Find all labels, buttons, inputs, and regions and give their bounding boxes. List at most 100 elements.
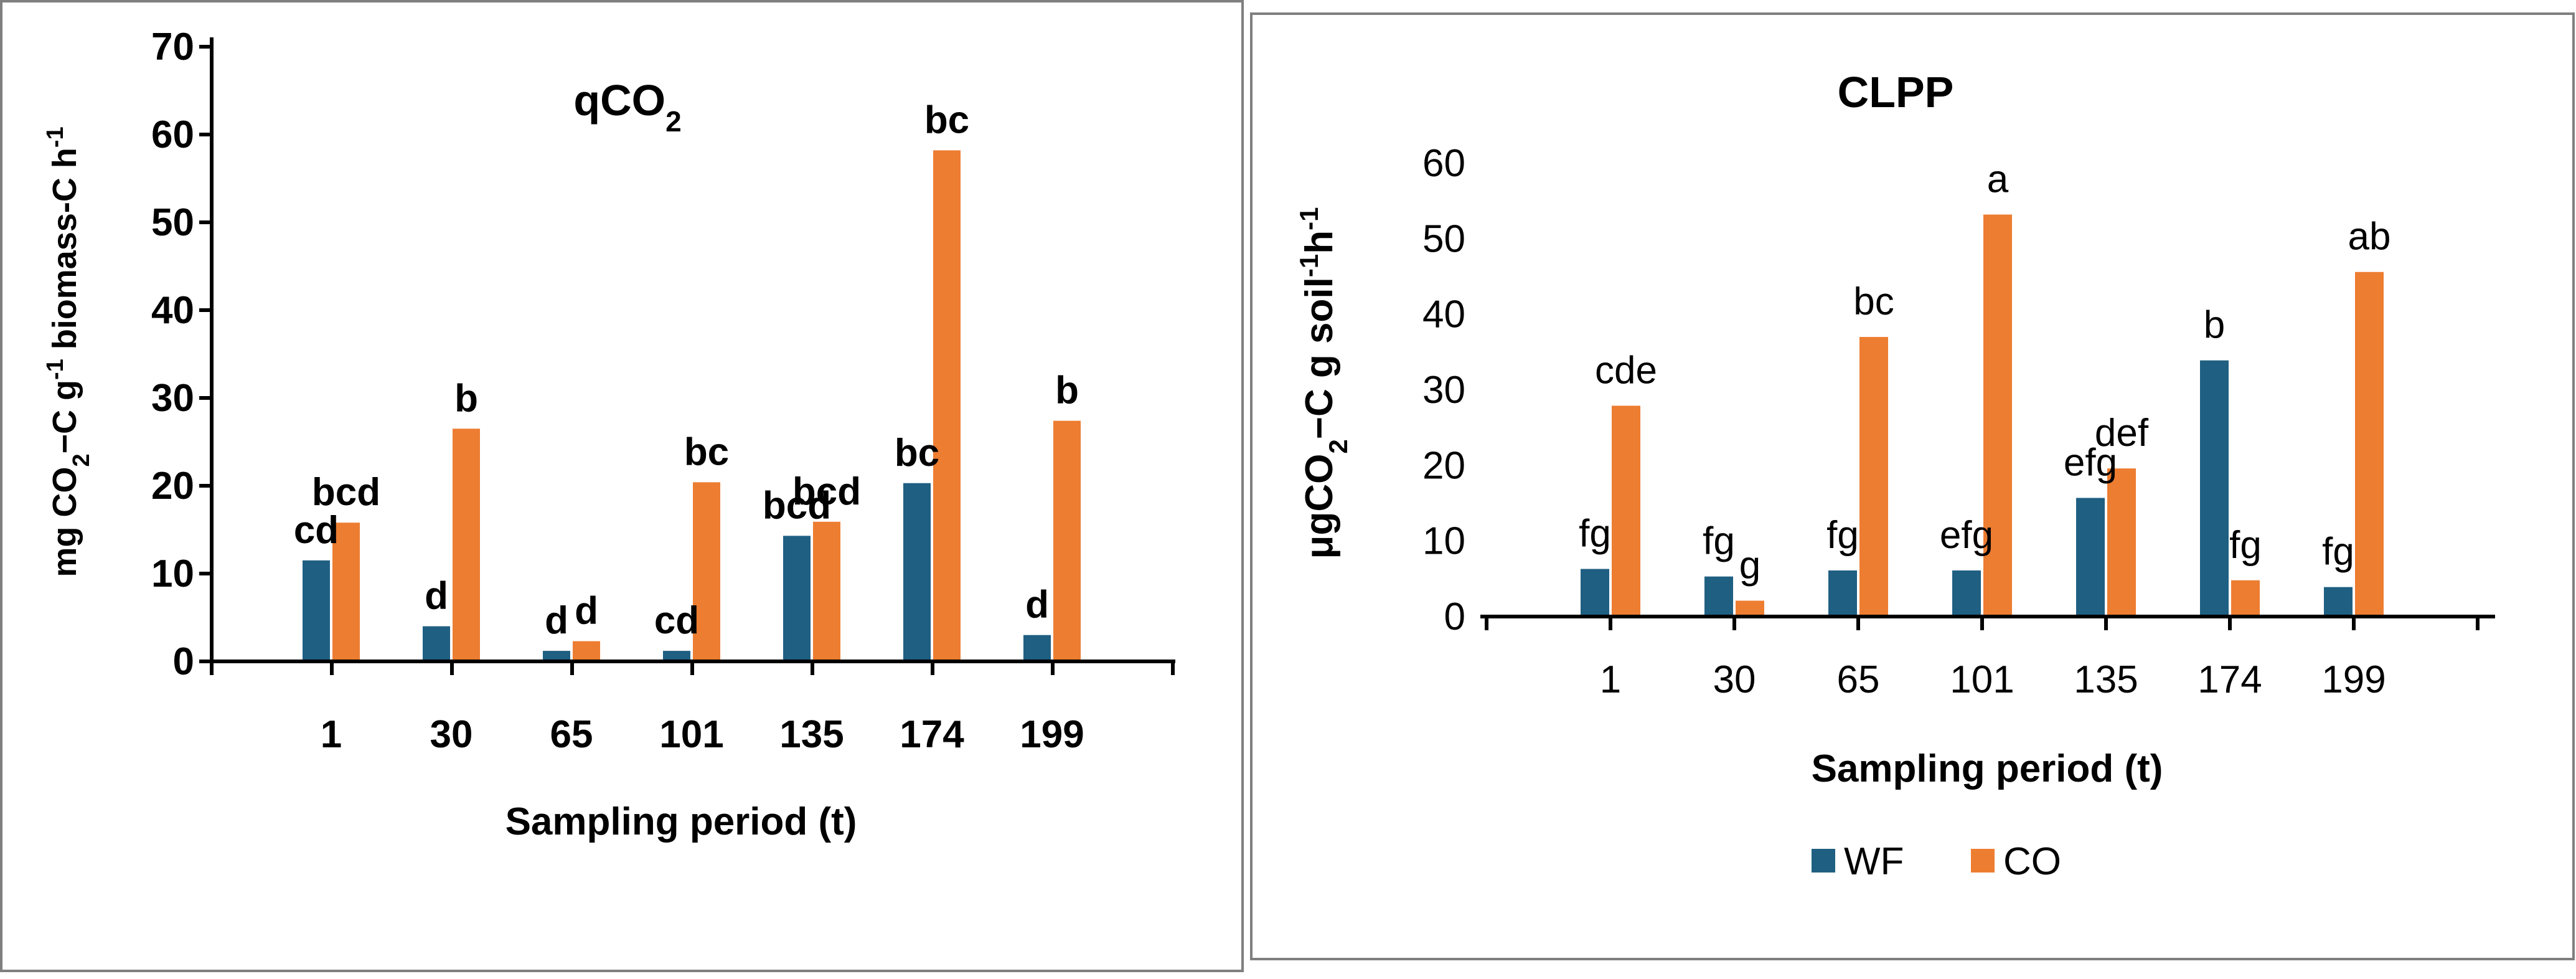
bar-wf-65: [1828, 570, 1857, 617]
letter-label-co-1: bcd: [312, 471, 380, 514]
bar-co-65: [1859, 337, 1888, 617]
qco2-y-axis-title: mg CO2−C g-1 biomass-C h-1: [42, 126, 95, 577]
letter-label-co-30: g: [1739, 544, 1760, 587]
x-tick-label: 174: [900, 713, 964, 756]
left-panel-border: [0, 0, 1244, 972]
letter-label-wf-30: fg: [1703, 520, 1735, 563]
y-tick-label: 40: [151, 289, 194, 332]
bar-co-1: [1612, 405, 1640, 617]
bar-wf-101: [663, 651, 690, 661]
x-tick-label: 65: [1837, 658, 1880, 701]
letter-label-wf-1: fg: [1579, 513, 1611, 556]
bar-co-30: [1736, 600, 1764, 617]
x-tick-label: 101: [659, 713, 723, 756]
bar-co-30: [453, 428, 480, 661]
letter-label-co-65: bc: [1853, 280, 1894, 323]
x-tick-label: 30: [430, 713, 473, 756]
y-tick-label: 10: [151, 552, 194, 595]
x-tick-label: 1: [321, 713, 342, 756]
y-tick-label: 0: [173, 640, 194, 683]
bar-co-174: [933, 150, 961, 661]
clpp-title: CLPP: [1838, 68, 1954, 116]
letter-label-wf-1: cd: [294, 509, 339, 552]
qco2-y-axis: 0 10 20 30 40 50 60 70: [151, 26, 212, 683]
y-tick-label: 60: [151, 113, 194, 156]
letter-label-co-174: bc: [924, 98, 969, 141]
y-tick-label: 70: [151, 26, 194, 69]
qco2-x-axis-title: Sampling period (t): [505, 800, 857, 843]
letter-label-co-174: fg: [2229, 524, 2262, 567]
right-panel-border: [1250, 12, 2575, 960]
y-tick-label: 60: [1422, 142, 1465, 185]
bar-wf-199: [2324, 587, 2353, 617]
clpp-bars: [1581, 214, 2384, 617]
letter-label-co-199: ab: [2348, 215, 2391, 258]
clpp-x-axis: 1 30 65 101 135 174 199: [1485, 617, 2480, 701]
letter-label-wf-135: bcd: [763, 484, 831, 527]
letter-label-wf-174: b: [2204, 304, 2225, 347]
bar-co-174: [2231, 580, 2260, 617]
qco2-x-axis: 1 30 65 101 135 174 199: [210, 661, 1175, 756]
bar-wf-174: [2200, 360, 2229, 617]
bar-co-199: [1053, 420, 1081, 661]
letter-label-wf-101: efg: [1940, 514, 1993, 557]
legend-wf-swatch: [1812, 849, 1835, 873]
y-tick-label: 50: [151, 201, 194, 244]
letter-label-wf-101: cd: [654, 599, 699, 642]
clpp-x-axis-title: Sampling period (t): [1812, 747, 2163, 790]
y-tick-label: 10: [1422, 520, 1465, 563]
bar-co-199: [2355, 272, 2384, 617]
letter-label-co-101: bc: [684, 430, 729, 473]
y-tick-label: 30: [151, 377, 194, 420]
x-tick-label: 199: [2321, 658, 2386, 701]
y-tick-label: 40: [1422, 293, 1465, 336]
x-tick-label: 101: [1950, 658, 2014, 701]
bar-wf-101: [1952, 570, 1981, 617]
letter-label-wf-199: fg: [2322, 531, 2354, 574]
legend: WF CO: [1812, 840, 2061, 883]
bar-wf-135: [783, 536, 811, 661]
letter-label-co-199: b: [1055, 369, 1079, 412]
letter-label-wf-30: d: [425, 575, 448, 618]
y-tick-label: 0: [1444, 595, 1465, 638]
x-tick-label: 1: [1600, 658, 1621, 701]
y-tick-label: 20: [151, 465, 194, 508]
bar-wf-1: [1581, 569, 1609, 617]
bar-wf-1: [303, 560, 330, 661]
bar-wf-135: [2076, 498, 2105, 617]
qco2-title: qCO2: [573, 76, 681, 138]
bar-co-65: [573, 641, 600, 661]
x-tick-label: 199: [1020, 713, 1084, 756]
bar-wf-174: [903, 483, 931, 661]
legend-co-label: CO: [2003, 840, 2061, 883]
letter-label-wf-65: fg: [1826, 514, 1859, 557]
letter-label-co-135: bcd: [792, 470, 861, 513]
bar-co-101: [1983, 214, 2012, 617]
letter-label-wf-199: d: [1025, 584, 1049, 627]
x-tick-label: 135: [2074, 658, 2138, 701]
x-tick-label: 135: [779, 713, 844, 756]
bar-co-101: [693, 482, 720, 661]
letter-label-co-1: cde: [1595, 349, 1657, 392]
bar-co-135: [813, 521, 840, 661]
bar-wf-30: [423, 626, 450, 661]
letter-label-wf-135: efg: [2064, 442, 2117, 485]
letter-label-wf-65: d: [545, 599, 568, 642]
letter-label-co-135: def: [2095, 412, 2149, 455]
letter-label-wf-174: bc: [895, 432, 939, 475]
bar-wf-199: [1023, 635, 1051, 661]
y-tick-label: 20: [1422, 444, 1465, 487]
x-tick-label: 30: [1713, 658, 1756, 701]
letter-label-co-65: d: [575, 590, 598, 633]
legend-co-swatch: [1971, 849, 1995, 873]
x-tick-label: 65: [550, 713, 593, 756]
x-tick-label: 174: [2198, 658, 2262, 701]
qco2-bars: [303, 150, 1081, 661]
letter-label-co-30: b: [454, 377, 478, 420]
bar-wf-65: [543, 651, 570, 661]
